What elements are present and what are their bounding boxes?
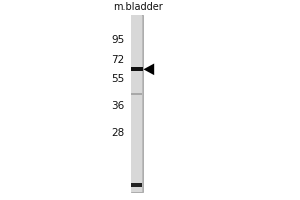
- Bar: [130, 67, 142, 71]
- Bar: [131, 15, 142, 192]
- Text: 28: 28: [111, 128, 124, 138]
- Polygon shape: [143, 64, 154, 75]
- Bar: [130, 15, 142, 192]
- Bar: [131, 183, 142, 187]
- Text: 36: 36: [111, 101, 124, 111]
- Text: m.bladder: m.bladder: [113, 2, 163, 12]
- Text: 72: 72: [111, 55, 124, 65]
- Text: 95: 95: [111, 35, 124, 45]
- Bar: [131, 93, 142, 95]
- Text: 55: 55: [111, 74, 124, 84]
